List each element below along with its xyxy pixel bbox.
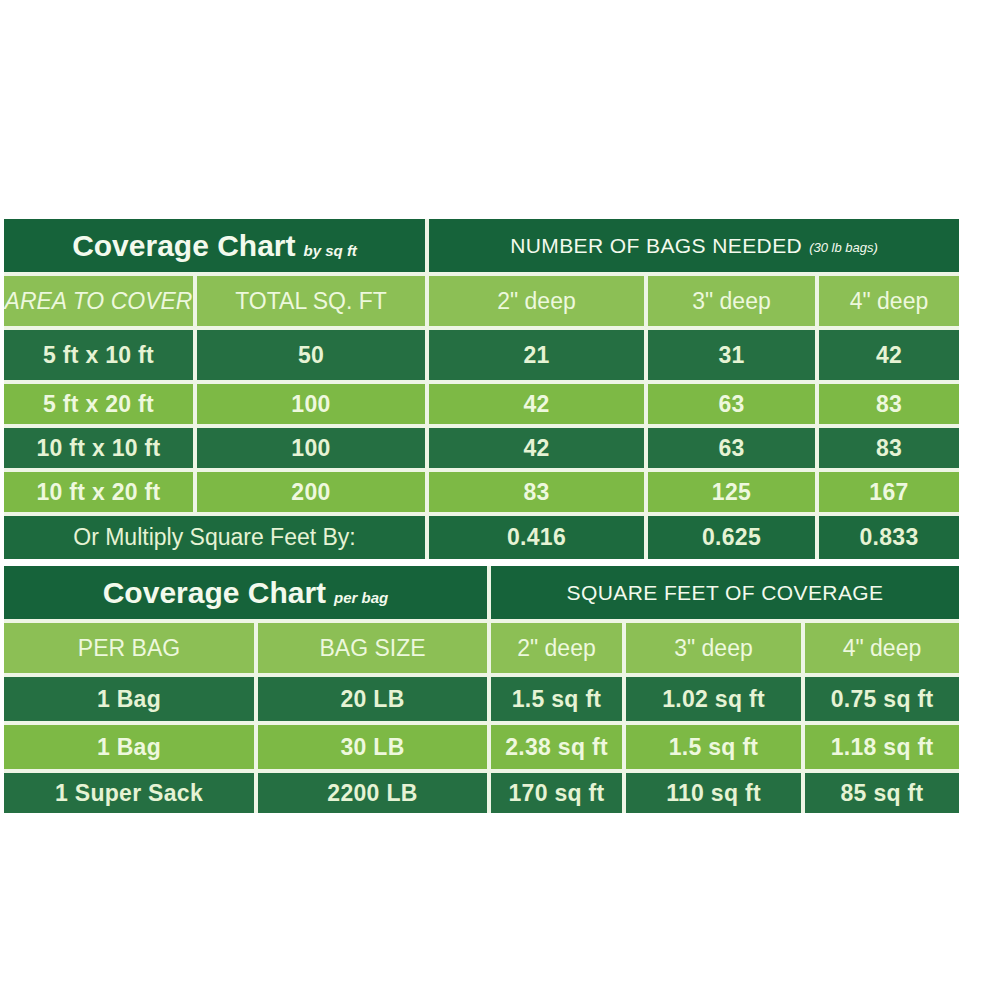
table-cell: 42 (819, 330, 959, 380)
table2-title: Coverage Chart (103, 576, 326, 610)
coverage-infographic: Coverage Chart by sq ft NUMBER OF BAGS N… (0, 0, 1000, 1000)
table1-title-sub: by sq ft (304, 242, 357, 259)
column-header-4in-deep: 4" deep (805, 623, 959, 673)
table-cell: 63 (648, 384, 815, 424)
table-cell: 42 (429, 384, 644, 424)
multiplier-2in: 0.416 (429, 516, 644, 559)
tables-stack: Coverage Chart by sq ft NUMBER OF BAGS N… (4, 219, 959, 813)
table-cell: 1.5 sq ft (491, 677, 622, 721)
bags-needed-header: NUMBER OF BAGS NEEDED (510, 234, 802, 258)
table-cell: 100 (197, 428, 425, 468)
bags-needed-header-sub: (30 lb bags) (809, 240, 878, 255)
table-cell: 83 (819, 428, 959, 468)
table-cell: 20 LB (258, 677, 487, 721)
table-cell: 50 (197, 330, 425, 380)
table-cell: 2.38 sq ft (491, 725, 622, 769)
table-cell: 125 (648, 472, 815, 512)
table2-right-header-cell: SQUARE FEET OF COVERAGE (491, 566, 959, 619)
column-header-3in-deep: 3" deep (626, 623, 801, 673)
table-cell: 10 ft x 10 ft (4, 428, 193, 468)
table-cell: 1 Super Sack (4, 773, 254, 813)
table-cell: 42 (429, 428, 644, 468)
column-header-bag-size: BAG SIZE (258, 623, 487, 673)
table-cell: 30 LB (258, 725, 487, 769)
table-cell: 1.02 sq ft (626, 677, 801, 721)
column-header-per-bag: PER BAG (4, 623, 254, 673)
multiplier-4in: 0.833 (819, 516, 959, 559)
table-cell: 1 Bag (4, 677, 254, 721)
table-cell: 1 Bag (4, 725, 254, 769)
column-header-2in-deep: 2" deep (491, 623, 622, 673)
column-header-3in-deep: 3" deep (648, 276, 815, 326)
coverage-by-sqft-table: Coverage Chart by sq ft NUMBER OF BAGS N… (4, 219, 959, 559)
table1-title: Coverage Chart (72, 229, 295, 263)
table-cell: 170 sq ft (491, 773, 622, 813)
table-cell: 10 ft x 20 ft (4, 472, 193, 512)
sqft-coverage-header: SQUARE FEET OF COVERAGE (567, 581, 884, 605)
table-cell: 0.75 sq ft (805, 677, 959, 721)
table-cell: 5 ft x 10 ft (4, 330, 193, 380)
multiplier-3in: 0.625 (648, 516, 815, 559)
table-cell: 100 (197, 384, 425, 424)
table-cell: 63 (648, 428, 815, 468)
table-cell: 5 ft x 20 ft (4, 384, 193, 424)
table2-title-cell: Coverage Chart per bag (4, 566, 487, 619)
table-cell: 200 (197, 472, 425, 512)
table-cell: 1.5 sq ft (626, 725, 801, 769)
table-cell: 2200 LB (258, 773, 487, 813)
column-header-4in-deep: 4" deep (819, 276, 959, 326)
column-header-total-sqft: TOTAL SQ. FT (197, 276, 425, 326)
column-header-area-to-cover: AREA TO COVER (4, 276, 193, 326)
column-header-2in-deep: 2" deep (429, 276, 644, 326)
table-cell: 167 (819, 472, 959, 512)
table-cell: 21 (429, 330, 644, 380)
table-cell: 1.18 sq ft (805, 725, 959, 769)
table1-right-header-cell: NUMBER OF BAGS NEEDED (30 lb bags) (429, 219, 959, 272)
table-cell: 31 (648, 330, 815, 380)
multiplier-label: Or Multiply Square Feet By: (4, 516, 425, 559)
table1-title-cell: Coverage Chart by sq ft (4, 219, 425, 272)
coverage-per-bag-table: Coverage Chart per bag SQUARE FEET OF CO… (4, 566, 959, 813)
table-cell: 85 sq ft (805, 773, 959, 813)
table-cell: 83 (819, 384, 959, 424)
table-cell: 110 sq ft (626, 773, 801, 813)
table2-title-sub: per bag (334, 589, 388, 606)
table-cell: 83 (429, 472, 644, 512)
